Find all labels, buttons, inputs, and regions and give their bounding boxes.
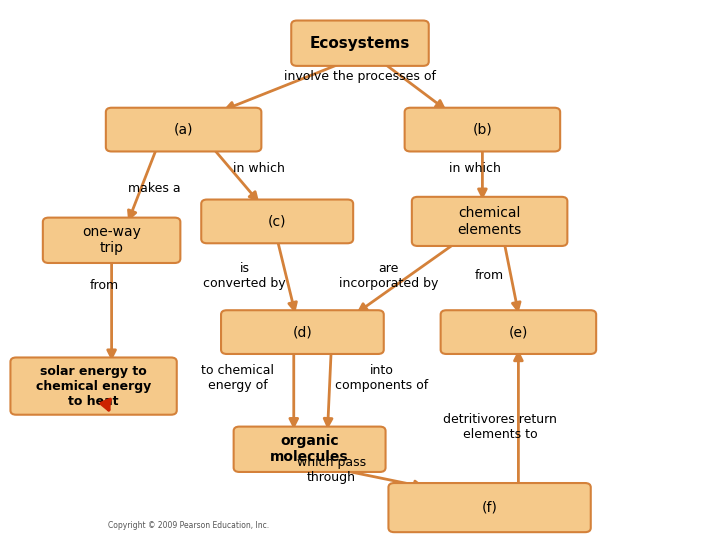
FancyBboxPatch shape xyxy=(441,310,596,354)
Text: are
incorporated by: are incorporated by xyxy=(339,262,438,291)
Text: (b): (b) xyxy=(472,123,492,137)
Text: into
components of: into components of xyxy=(335,364,428,392)
Text: detritivores return
elements to: detritivores return elements to xyxy=(444,413,557,441)
Text: is
converted by: is converted by xyxy=(204,262,286,291)
FancyBboxPatch shape xyxy=(291,21,428,66)
Text: solar energy to
chemical energy
to heat: solar energy to chemical energy to heat xyxy=(36,364,151,408)
Text: Ecosystems: Ecosystems xyxy=(310,36,410,51)
Text: (d): (d) xyxy=(292,325,312,339)
Text: (f): (f) xyxy=(482,501,498,515)
Text: (a): (a) xyxy=(174,123,194,137)
Text: chemical
elements: chemical elements xyxy=(457,206,522,237)
Text: from: from xyxy=(475,269,504,282)
FancyBboxPatch shape xyxy=(201,200,353,243)
Text: to chemical
energy of: to chemical energy of xyxy=(201,364,274,392)
FancyBboxPatch shape xyxy=(412,197,567,246)
Text: from: from xyxy=(90,279,119,292)
FancyBboxPatch shape xyxy=(405,108,560,151)
Text: organic
molecules: organic molecules xyxy=(270,434,349,464)
Text: which pass
through: which pass through xyxy=(297,456,366,484)
FancyBboxPatch shape xyxy=(106,108,261,151)
Text: (c): (c) xyxy=(268,214,287,228)
Text: one-way
trip: one-way trip xyxy=(82,225,141,255)
Text: involve the processes of: involve the processes of xyxy=(284,70,436,83)
FancyBboxPatch shape xyxy=(11,357,177,415)
Text: in which: in which xyxy=(233,162,285,175)
FancyBboxPatch shape xyxy=(43,218,181,263)
Text: Copyright © 2009 Pearson Education, Inc.: Copyright © 2009 Pearson Education, Inc. xyxy=(108,521,269,530)
FancyBboxPatch shape xyxy=(221,310,384,354)
FancyBboxPatch shape xyxy=(233,427,386,472)
Text: (e): (e) xyxy=(509,325,528,339)
Text: in which: in which xyxy=(449,162,501,175)
Text: makes a: makes a xyxy=(128,183,181,195)
FancyBboxPatch shape xyxy=(389,483,591,532)
